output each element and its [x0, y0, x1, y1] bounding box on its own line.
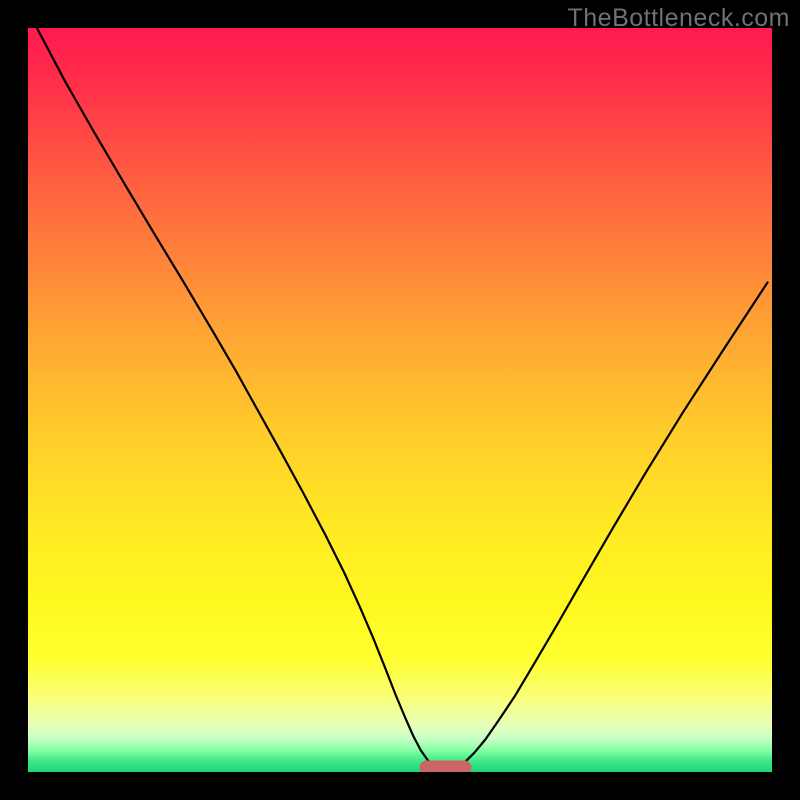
chart-container: TheBottleneck.com [0, 0, 800, 800]
gradient-background [28, 28, 772, 772]
watermark-text: TheBottleneck.com [568, 4, 791, 33]
plot-area [28, 28, 772, 772]
plot-svg [28, 28, 772, 772]
optimal-range-marker [419, 761, 471, 772]
